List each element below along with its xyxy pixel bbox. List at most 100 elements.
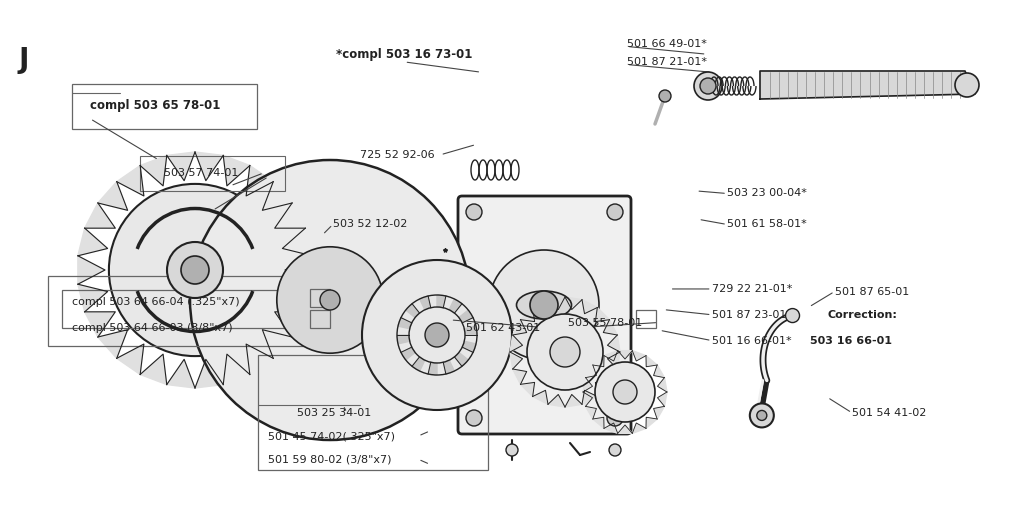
Polygon shape <box>195 359 223 388</box>
Polygon shape <box>593 417 604 428</box>
Polygon shape <box>604 351 617 361</box>
Circle shape <box>700 78 716 94</box>
Polygon shape <box>450 299 462 313</box>
Circle shape <box>181 256 209 284</box>
Polygon shape <box>85 312 116 337</box>
Bar <box>62 289 317 328</box>
Polygon shape <box>510 335 522 352</box>
Polygon shape <box>565 394 582 407</box>
Circle shape <box>466 410 482 426</box>
Polygon shape <box>223 354 250 384</box>
Polygon shape <box>464 326 477 335</box>
Polygon shape <box>398 318 412 329</box>
Polygon shape <box>532 390 548 405</box>
Polygon shape <box>262 330 292 358</box>
Polygon shape <box>406 304 420 317</box>
Circle shape <box>607 204 623 220</box>
Polygon shape <box>510 352 522 369</box>
Polygon shape <box>246 344 273 375</box>
Circle shape <box>466 204 482 220</box>
Polygon shape <box>595 382 609 396</box>
Polygon shape <box>607 352 620 369</box>
Bar <box>636 310 656 328</box>
Text: compl 503 64 66-04 (.325"x7): compl 503 64 66-04 (.325"x7) <box>72 297 240 307</box>
Polygon shape <box>604 423 617 433</box>
Polygon shape <box>632 351 646 361</box>
Text: 501 61 58-01*: 501 61 58-01* <box>727 219 807 230</box>
Text: *compl 503 16 73-01: *compl 503 16 73-01 <box>336 47 473 61</box>
Polygon shape <box>565 297 582 310</box>
Polygon shape <box>443 360 455 374</box>
Circle shape <box>506 444 518 456</box>
Polygon shape <box>582 390 597 405</box>
Polygon shape <box>167 359 195 388</box>
Polygon shape <box>117 166 144 196</box>
Polygon shape <box>548 297 565 310</box>
Polygon shape <box>617 425 632 433</box>
Text: 501 87 65-01: 501 87 65-01 <box>835 286 909 297</box>
Text: J: J <box>18 46 29 74</box>
Polygon shape <box>459 310 473 323</box>
Text: 503 57 74-01: 503 57 74-01 <box>164 168 239 178</box>
Polygon shape <box>595 308 609 321</box>
Text: 501 62 43-01: 501 62 43-01 <box>466 322 541 333</box>
Polygon shape <box>646 356 657 367</box>
Polygon shape <box>437 295 445 308</box>
Polygon shape <box>117 344 144 375</box>
Ellipse shape <box>109 184 282 356</box>
Polygon shape <box>657 378 667 392</box>
Polygon shape <box>455 352 468 366</box>
Polygon shape <box>586 407 596 419</box>
Polygon shape <box>653 407 665 419</box>
Text: 729 22 21-01*: 729 22 21-01* <box>712 284 792 294</box>
Circle shape <box>550 337 580 367</box>
Polygon shape <box>274 203 305 228</box>
Polygon shape <box>262 182 292 211</box>
Circle shape <box>607 410 623 426</box>
Polygon shape <box>167 152 195 181</box>
Polygon shape <box>603 369 617 384</box>
Polygon shape <box>98 182 128 211</box>
Polygon shape <box>548 394 565 407</box>
Polygon shape <box>140 354 167 384</box>
Text: 503 23 00-04*: 503 23 00-04* <box>727 188 807 199</box>
Text: Correction:: Correction: <box>827 310 897 320</box>
Ellipse shape <box>362 260 512 410</box>
Text: 503 25 34-01: 503 25 34-01 <box>297 408 372 418</box>
Circle shape <box>489 250 599 360</box>
Bar <box>258 354 488 470</box>
Bar <box>310 289 330 307</box>
Polygon shape <box>420 296 431 310</box>
Polygon shape <box>520 382 535 396</box>
Circle shape <box>319 290 340 310</box>
Circle shape <box>530 291 558 319</box>
Text: 501 45 74-02(.325"x7): 501 45 74-02(.325"x7) <box>268 431 395 441</box>
Circle shape <box>167 242 223 298</box>
Polygon shape <box>603 320 617 335</box>
Text: 503 55 78-01: 503 55 78-01 <box>568 317 643 328</box>
Polygon shape <box>520 308 535 321</box>
Text: 725 52 92-06: 725 52 92-06 <box>360 150 435 160</box>
Polygon shape <box>401 347 415 360</box>
Text: 501 87 23-01*: 501 87 23-01* <box>712 310 792 320</box>
Bar <box>72 84 257 129</box>
FancyBboxPatch shape <box>458 196 631 434</box>
Polygon shape <box>140 155 167 186</box>
Bar <box>310 310 330 328</box>
Polygon shape <box>78 228 108 256</box>
Bar <box>48 276 318 346</box>
Text: 501 16 66-01*: 501 16 66-01* <box>712 335 792 346</box>
Polygon shape <box>246 166 273 196</box>
Text: compl 503 65 78-01: compl 503 65 78-01 <box>90 99 220 112</box>
Polygon shape <box>760 71 975 99</box>
Polygon shape <box>513 369 526 384</box>
Text: 501 66 49-01*: 501 66 49-01* <box>627 39 707 49</box>
Circle shape <box>609 444 621 456</box>
Text: compl 503 64 66-03 (3/8"x7): compl 503 64 66-03 (3/8"x7) <box>72 322 232 333</box>
Polygon shape <box>78 284 108 312</box>
Polygon shape <box>583 378 593 392</box>
Circle shape <box>757 410 767 421</box>
Polygon shape <box>85 203 116 228</box>
Polygon shape <box>397 335 410 344</box>
Circle shape <box>785 309 800 322</box>
